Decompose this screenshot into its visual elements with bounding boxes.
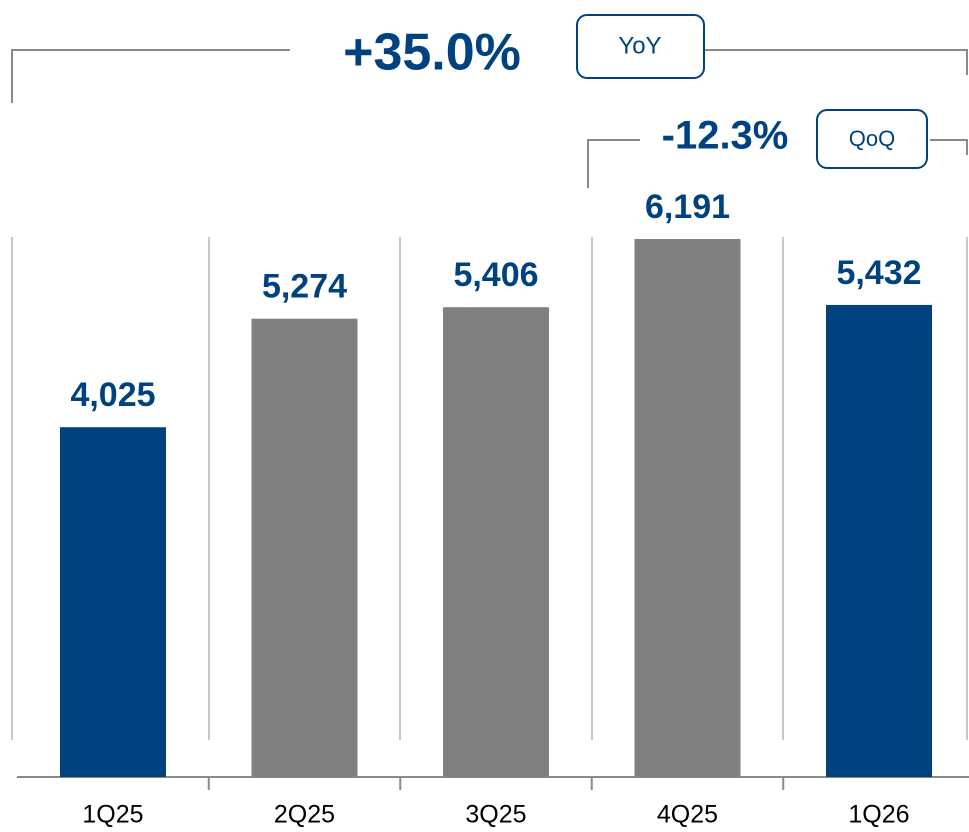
x-tick-label: 3Q25 bbox=[465, 801, 526, 829]
value-label: 5,406 bbox=[453, 256, 538, 294]
bar bbox=[60, 427, 166, 777]
x-tick-label: 1Q25 bbox=[82, 801, 143, 829]
bar bbox=[634, 239, 741, 777]
qoq-box bbox=[816, 109, 928, 169]
bar bbox=[443, 307, 549, 777]
bar bbox=[826, 304, 932, 777]
value-label: 4,025 bbox=[70, 376, 155, 414]
value-label: 5,432 bbox=[836, 254, 921, 292]
yoy-box bbox=[576, 14, 705, 79]
yoy-bracket bbox=[11, 49, 968, 103]
yoy-change: +35.0% bbox=[343, 24, 521, 82]
separators bbox=[11, 237, 968, 740]
value-label: 6,191 bbox=[645, 188, 730, 226]
value-label: 5,274 bbox=[262, 268, 347, 306]
qoq-tag: QoQ bbox=[849, 126, 895, 151]
x-tick-label: 1Q26 bbox=[848, 801, 909, 829]
yoy-tag: YoY bbox=[618, 32, 661, 59]
qoq-change: -12.3% bbox=[662, 114, 789, 158]
qoq-bracket bbox=[587, 139, 968, 188]
x-tick-label: 4Q25 bbox=[657, 801, 718, 829]
x-tick-label: 2Q25 bbox=[274, 801, 335, 829]
bar bbox=[251, 318, 358, 777]
